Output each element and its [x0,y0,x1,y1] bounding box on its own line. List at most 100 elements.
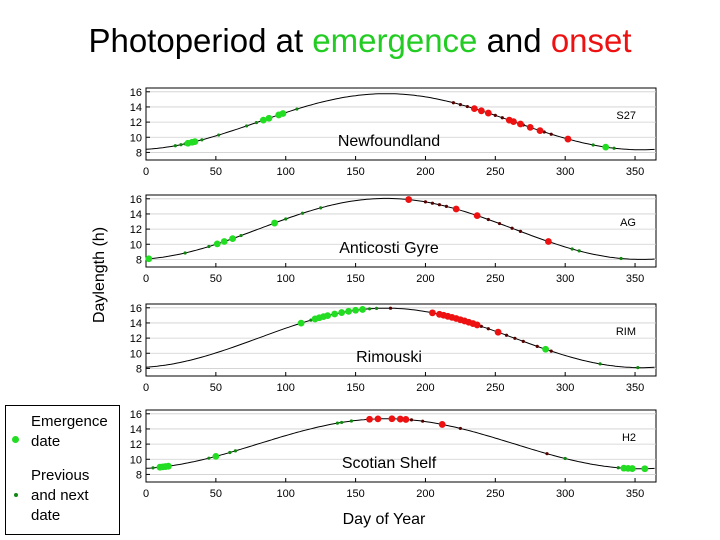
y-tick-label: 12 [130,117,142,129]
onset-point [564,135,572,143]
daylength-curve [145,307,655,369]
previous-next-point [340,420,344,425]
previous-next-point [619,256,623,261]
previous-next-point [207,456,211,460]
x-tick-label: 350 [626,382,644,394]
panel-frame [145,194,657,268]
x-tick-label: 0 [143,488,149,500]
y-tick-label: 12 [130,333,142,345]
onset-point [473,321,481,329]
y-tick-label: 10 [130,132,142,144]
previous-next-point [200,138,204,142]
x-tick-label: 300 [556,382,574,394]
emergence-point [542,345,550,353]
previous-next-point [228,450,232,455]
y-tick-label: 16 [130,409,142,421]
previous-next-point [486,217,490,222]
emergence-point [338,309,346,316]
previous-next-point [349,419,353,423]
previous-next-point [254,120,258,125]
y-tick-label: 16 [130,303,142,315]
emergence-point [191,138,199,145]
onset-point [545,238,552,245]
onset-point [388,415,396,423]
x-tick-label: 150 [346,488,364,500]
previous-next-point [173,144,177,148]
y-tick-label: 14 [130,209,142,221]
x-tick-label: 350 [626,273,644,285]
previous-next-point [217,133,221,137]
emergence-point [324,312,332,320]
x-tick-label: 0 [143,382,149,394]
y-tick-label: 12 [130,224,142,236]
panel-code: S27 [616,110,636,122]
x-tick-label: 100 [277,166,295,178]
x-tick-label: 50 [210,488,222,500]
panel-rim: 8 10 12 14 16 0 50 100 150 200 250 300 350 Rimouski RI… [130,303,657,394]
y-tick-label: 8 [136,147,142,159]
emergence-point [259,116,267,124]
panel-h2: 8 10 12 14 16 0 50 100 150 200 250 300 350 Scotian Sh… [130,409,657,500]
x-tick-label: 300 [556,488,574,500]
emergence-point [279,110,287,117]
previous-next-point [284,217,288,221]
previous-next-point [497,221,502,226]
x-tick-label: 250 [486,382,504,394]
x-tick-label: 350 [626,166,644,178]
x-tick-label: 150 [346,273,364,285]
previous-next-point [245,124,249,128]
x-tick-label: 200 [416,382,434,394]
previous-next-point [577,249,581,253]
previous-next-point [374,306,379,310]
previous-next-point [504,333,509,337]
emergence-point [297,319,305,327]
previous-next-point [319,206,323,210]
emergence-point [145,255,153,263]
emergence-point [213,240,221,248]
onset-point [494,328,502,336]
x-axis-label: Day of Year [343,511,426,528]
y-tick-label: 14 [130,424,142,436]
x-tick-label: 200 [416,488,434,500]
emergence-point [345,307,353,315]
emergence-point [331,310,339,318]
previous-next-point [591,143,595,147]
previous-next-point [421,419,425,423]
panel-ag: 8 10 12 14 16 0 50 100 150 200 250 300 350 Anticosti … [130,194,657,285]
x-tick-label: 250 [486,166,504,178]
x-tick-label: 250 [486,488,504,500]
title-part-photoperiod: Photoperiod at [88,22,313,59]
y-tick-label: 8 [136,254,142,266]
previous-next-point [151,466,155,470]
y-tick-label: 16 [130,87,142,99]
previous-next-point [207,244,211,249]
title-part-onset: onset [550,22,632,59]
onset-point [484,109,492,117]
previous-next-point [486,327,490,331]
onset-point [526,123,534,131]
previous-next-point [521,339,525,343]
onset-point [452,205,460,213]
x-tick-label: 200 [416,273,434,285]
legend-previous-label-line3: date [31,507,61,524]
chart-title: Photoperiod at emergence and onset [0,22,720,60]
previous-next-point [423,200,428,204]
y-tick-label: 14 [130,102,142,114]
panel-label: Scotian Shelf [342,455,437,472]
previous-next-point [598,362,602,366]
previous-next-point [535,344,539,348]
panel-code: H2 [622,432,636,444]
x-tick-label: 50 [210,166,222,178]
x-tick-label: 150 [346,166,364,178]
previous-next-point [549,132,553,136]
panel-frame [145,409,657,483]
previous-next-point [465,104,469,109]
emergence-point [220,238,228,245]
onset-point [366,415,373,423]
previous-next-point [430,201,435,205]
previous-next-point [479,324,483,328]
panel-label: Rimouski [356,349,422,366]
y-tick-label: 10 [130,239,142,251]
title-part-and: and [477,22,551,59]
previous-next-point [510,226,514,230]
